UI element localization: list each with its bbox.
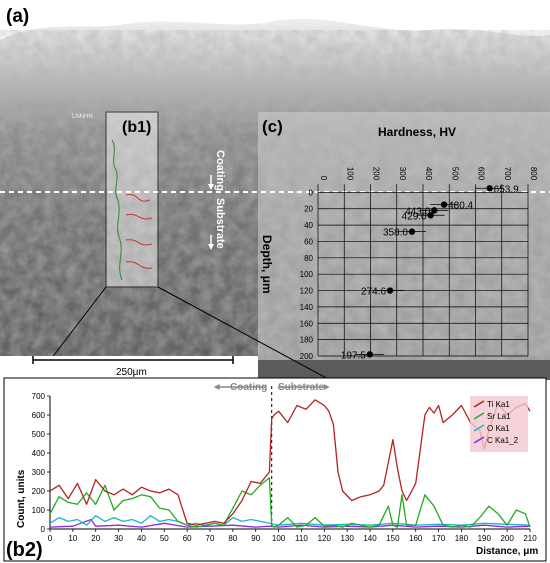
eds-x-tick-label: 10 [68, 534, 77, 543]
depth-tick-label: 120 [300, 287, 314, 296]
hardness-tick-label: 200 [372, 167, 381, 181]
hardness-data-label: 429.0 [402, 211, 427, 222]
eds-x-tick-label: 160 [409, 534, 423, 543]
eds-x-tick-label: 70 [206, 534, 215, 543]
eds-legend-label: O Ka1 [487, 424, 510, 433]
eds-x-tick-label: 140 [363, 534, 377, 543]
depth-tick-label: 40 [304, 221, 313, 230]
eds-legend-label: Sr La1 [487, 412, 511, 421]
substrate-arrow-head [323, 384, 330, 390]
eds-y-tick-label: 0 [41, 525, 46, 534]
eds-y-tick-label: 700 [32, 392, 46, 401]
depth-tick-label: 100 [300, 270, 314, 279]
hardness-point [486, 185, 493, 192]
hardness-point [408, 228, 416, 235]
eds-y-tick-label: 100 [32, 506, 46, 515]
panel-label-b1: (b1) [122, 119, 151, 136]
eds-xlabel: Distance, μm [476, 546, 538, 557]
eds-x-tick-label: 120 [318, 534, 332, 543]
depth-tick-label: 60 [304, 237, 313, 246]
eds-chart: 0 10 20 30 40 50 60 70 80 90 100 110 120 130 140 150 160… [32, 384, 537, 543]
panel-label-a: (a) [6, 6, 29, 27]
eds-legend-label: Ti Ka1 [487, 400, 510, 409]
panel-label-c: (c) [262, 117, 283, 136]
eds-x-tick-label: 0 [48, 534, 53, 543]
depth-tick-label: 0 [309, 188, 314, 197]
eds-x-tick-label: 170 [432, 534, 446, 543]
depth-tick-label: 20 [304, 205, 313, 214]
depth-tick-label: 160 [300, 319, 314, 328]
scale-bar-label: 250μm [116, 367, 147, 378]
hardness-tick-label: 100 [345, 167, 354, 181]
hardness-point [386, 287, 394, 294]
hardness-data-label: 274.6 [361, 287, 386, 298]
hardness-data-label: 443.0 [405, 206, 430, 217]
eds-x-tick-label: 80 [228, 534, 237, 543]
eds-x-tick-label: 150 [386, 534, 400, 543]
hardness-tick-label: 500 [450, 167, 459, 181]
watermark-text: LNNHN [72, 114, 93, 120]
hardness-chart: 0 100 200 300 400 500 600 700 800 0 20 40 60 80 100 120… [300, 167, 538, 362]
eds-y-tick-label: 300 [32, 468, 46, 477]
eds-x-tick-label: 60 [183, 534, 192, 543]
eds-x-tick-label: 210 [523, 534, 537, 543]
depth-tick-label: 140 [300, 303, 314, 312]
eds-legend-swatch [473, 436, 485, 444]
eds-x-tick-label: 110 [295, 534, 308, 543]
eds-legend-box [470, 396, 528, 452]
eds-x-tick-label: 20 [91, 534, 100, 543]
substrate-label: Substrate [214, 198, 226, 249]
eds-legend-swatch [473, 424, 485, 432]
sem-micrograph-panel: Coating Substrate LNNHN 250μm (a) (b1) (… [0, 0, 550, 380]
eds-series-line [49, 477, 531, 528]
depth-tick-label: 80 [304, 254, 313, 263]
eds-series-line [49, 399, 531, 526]
eds-x-tick-label: 130 [340, 534, 354, 543]
eds-x-tick-label: 90 [251, 534, 260, 543]
hardness-point [431, 207, 438, 214]
eds-y-tick-label: 600 [32, 411, 46, 420]
eds-x-tick-label: 50 [160, 534, 169, 543]
hardness-tick-label: 700 [503, 167, 512, 181]
eds-x-tick-label: 40 [137, 534, 146, 543]
hardness-point [440, 201, 448, 208]
hardness-data-label: 653.9 [494, 184, 519, 195]
hardness-title: Hardness, HV [378, 125, 456, 139]
panel-label-b2: (b2) [6, 539, 43, 561]
eds-x-tick-label: 190 [478, 534, 492, 543]
hardness-tick-label: 400 [424, 167, 433, 181]
hardness-tick-label: 0 [319, 176, 328, 181]
depth-axis-label: Depth, μm [260, 235, 274, 294]
depth-tick-label: 180 [300, 336, 314, 345]
eds-x-tick-label: 200 [500, 534, 514, 543]
hardness-point [366, 351, 374, 358]
hardness-tick-label: 300 [398, 167, 407, 181]
hardness-tick-label: 800 [529, 167, 538, 181]
eds-y-tick-label: 400 [32, 449, 46, 458]
hardness-point [427, 212, 434, 219]
eds-legend-swatch [473, 412, 485, 420]
eds-legend-swatch [473, 400, 485, 408]
eds-ylabel: Count, units [16, 469, 27, 528]
hardness-tick-label: 600 [477, 167, 486, 181]
hardness-data-label: 480.4 [448, 201, 473, 212]
eds-legend-label: C Ka1_2 [487, 436, 519, 445]
eds-y-tick-label: 500 [32, 430, 46, 439]
depth-tick-label: 200 [300, 352, 314, 361]
eds-x-tick-label: 180 [455, 534, 469, 543]
coating-label: Coating [214, 150, 226, 191]
eds-x-tick-label: 100 [272, 534, 286, 543]
hardness-data-label: 358.0 [383, 228, 408, 239]
eds-y-tick-label: 200 [32, 487, 46, 496]
hardness-data-label: 197.5 [341, 350, 366, 361]
eds-linescan-panel: Count, units Distance, μm (b2) Coating S… [3, 377, 547, 562]
eds-x-tick-label: 30 [114, 534, 123, 543]
coating-arrow-head [213, 384, 220, 390]
